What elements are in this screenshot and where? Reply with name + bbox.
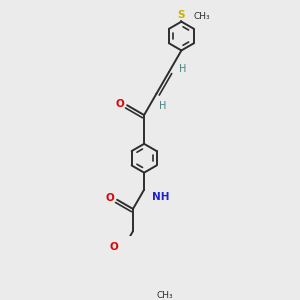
Text: NH: NH bbox=[152, 192, 169, 202]
Text: CH₃: CH₃ bbox=[157, 292, 173, 300]
Text: S: S bbox=[178, 10, 185, 20]
Text: H: H bbox=[179, 64, 186, 74]
Text: O: O bbox=[110, 242, 118, 252]
Text: H: H bbox=[159, 101, 166, 111]
Text: CH₃: CH₃ bbox=[193, 12, 210, 21]
Text: O: O bbox=[115, 99, 124, 109]
Text: O: O bbox=[105, 193, 114, 203]
